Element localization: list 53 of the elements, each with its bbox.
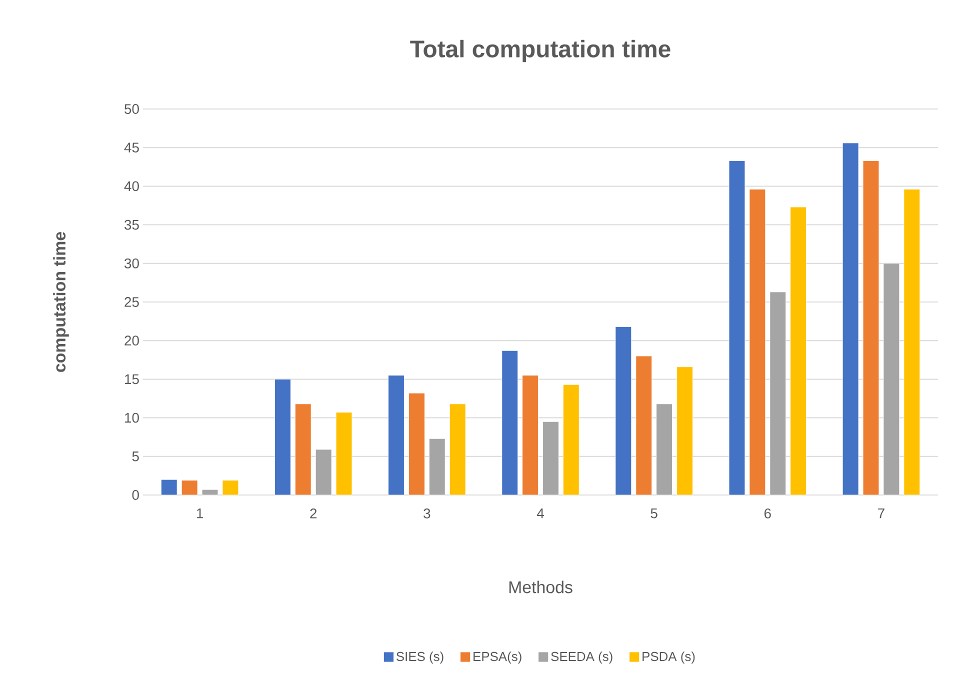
bar: [676, 366, 693, 496]
y-axis-title: computation time: [53, 232, 69, 372]
x-tick-label: 6: [764, 508, 771, 518]
bar: [842, 142, 859, 496]
legend-label: PSDA (s): [642, 652, 695, 664]
y-tick-label: 45: [124, 142, 139, 152]
bar: [563, 384, 580, 496]
bar: [181, 480, 198, 496]
x-tick-label: 1: [196, 508, 203, 518]
legend-label: SIES (s): [396, 652, 444, 664]
bar: [883, 263, 900, 496]
bar: [222, 480, 239, 496]
bar: [274, 379, 291, 496]
bar: [522, 375, 538, 496]
bar: [749, 189, 766, 496]
bar: [542, 421, 559, 496]
y-tick-label: 15: [125, 374, 139, 384]
bar: [904, 189, 920, 496]
bar: [790, 206, 806, 496]
y-tick-label: 35: [124, 220, 139, 230]
bar: [336, 412, 352, 496]
y-tick-label: 5: [132, 452, 139, 462]
bar: [656, 404, 672, 496]
bar: [408, 392, 425, 496]
x-tick-label: 2: [310, 508, 317, 518]
bar: [160, 479, 178, 496]
bar: [770, 292, 786, 496]
bar: [429, 438, 446, 496]
bar: [449, 404, 466, 496]
x-axis-title: Methods: [509, 580, 572, 594]
x-tick-label: 5: [650, 508, 658, 518]
bar: [615, 326, 632, 496]
bar: [294, 404, 312, 496]
y-tick-label: 50: [124, 104, 139, 114]
legend-label: SEEDA (s): [551, 652, 612, 664]
legend-label: EPSA(s): [474, 652, 522, 664]
bar: [202, 489, 218, 496]
x-tick-label: 3: [424, 508, 430, 518]
bar: [728, 160, 746, 496]
y-tick-label: 0: [132, 490, 139, 500]
bar: [502, 350, 518, 496]
y-tick-label: 10: [125, 412, 139, 423]
bar: [388, 375, 404, 496]
x-tick-label: 7: [878, 508, 884, 518]
x-tick-label: 4: [536, 508, 544, 518]
bar: [636, 356, 652, 496]
y-tick-label: 25: [124, 297, 139, 307]
y-tick-label: 20: [124, 336, 139, 346]
y-tick-label: 30: [124, 258, 139, 268]
bar: [862, 160, 880, 496]
chart-title: Total computation time: [410, 40, 670, 62]
bar: [315, 449, 332, 496]
y-tick-label: 40: [124, 181, 139, 192]
